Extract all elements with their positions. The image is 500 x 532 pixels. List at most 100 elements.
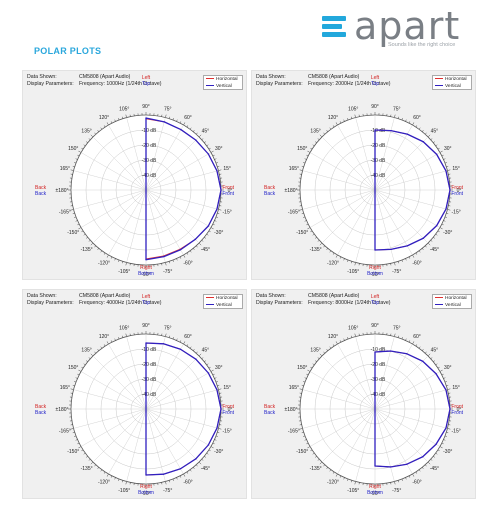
top-label-left: Left <box>371 294 380 300</box>
angle-label: -90° <box>141 491 150 497</box>
polar-tick <box>437 230 440 233</box>
polar-tick <box>303 162 306 164</box>
polar-tick <box>444 435 447 437</box>
polar-tick <box>303 216 306 218</box>
polar-tick <box>447 169 451 171</box>
polar-tick <box>77 223 80 226</box>
angle-label: 60° <box>413 115 421 121</box>
angle-label: 15° <box>223 166 231 172</box>
polar-tick <box>172 259 174 262</box>
angle-label: -150° <box>296 449 308 455</box>
display-params-value: Frequency: 4000Hz (1/24th Octave) <box>79 299 162 306</box>
polar-tick <box>110 475 113 478</box>
bottom-label-bottom: Bottom <box>367 490 383 496</box>
polar-spoke <box>302 189 376 210</box>
polar-point <box>406 133 408 135</box>
polar-point <box>422 141 424 143</box>
polar-tick <box>179 475 182 478</box>
polar-tick <box>430 357 433 360</box>
polar-tick <box>215 381 218 383</box>
bottom-label-bottom: Bottom <box>138 271 154 277</box>
polar-spoke <box>108 124 147 191</box>
polar-spoke <box>337 408 376 475</box>
polar-tick <box>86 360 88 362</box>
polar-tick <box>443 439 446 441</box>
polar-point <box>389 350 392 352</box>
bottom-label-bottom: Bottom <box>138 490 154 496</box>
polar-tick <box>307 446 311 449</box>
angle-label: -135° <box>310 466 322 472</box>
polar-tick <box>319 134 323 138</box>
polar-tick <box>335 254 338 258</box>
polar-tick <box>299 209 303 211</box>
polar-tick <box>424 464 427 467</box>
data-shown-label: Data Shown: <box>27 293 57 299</box>
side-label-front-h: Front <box>451 404 463 410</box>
polar-chart: 90° 75° 60° 45° 30° 15° 0° -15° -30° -45° -60° -75°… <box>35 75 235 278</box>
polar-point <box>436 225 438 227</box>
polar-tick <box>418 250 421 253</box>
bottom-label-right: Right <box>140 265 152 271</box>
polar-tick <box>306 223 309 226</box>
polar-tick <box>408 475 411 478</box>
polar-point <box>449 189 451 191</box>
polar-point <box>207 372 209 374</box>
polar-tick <box>201 357 204 360</box>
polar-spoke <box>92 136 147 191</box>
polar-tick <box>335 341 338 345</box>
polar-tick <box>397 116 400 119</box>
angle-label: -60° <box>412 480 421 486</box>
side-label-back-h: Back <box>264 185 276 191</box>
polar-point <box>180 128 182 131</box>
polar-spoke <box>145 408 200 463</box>
angle-label: 90° <box>371 104 379 110</box>
polar-tick <box>90 353 94 357</box>
polar-point <box>445 389 447 391</box>
polar-spoke <box>337 124 376 191</box>
angle-label: -120° <box>327 261 339 267</box>
top-label-top: Top <box>371 81 379 87</box>
menu-bars-icon <box>322 16 346 38</box>
polar-tick <box>212 223 215 226</box>
polar-point <box>207 225 209 227</box>
angle-label: 60° <box>184 115 192 121</box>
polar-tick <box>217 431 220 434</box>
polar-tick <box>435 363 438 366</box>
polar-tick <box>304 158 307 160</box>
display-params-label: Display Parameters: <box>27 80 74 87</box>
polar-spoke <box>126 189 147 263</box>
polar-spoke <box>321 136 376 191</box>
polar-chart: 90° 75° 60° 45° 30° 15° 0° -15° -30° -45° -60° -75°… <box>264 294 464 497</box>
angle-label: -105° <box>118 269 130 275</box>
polar-tick <box>315 456 317 458</box>
polar-tick <box>214 439 217 441</box>
polar-point <box>406 245 408 247</box>
polar-tick <box>106 122 109 126</box>
polar-tick <box>100 346 103 349</box>
polar-tick <box>94 132 97 135</box>
polar-tick <box>339 475 342 478</box>
polar-spoke <box>126 117 147 191</box>
db-ring-label: -30 dB <box>371 158 386 164</box>
angle-label: ±180° <box>55 188 68 194</box>
polar-tick <box>75 377 78 379</box>
polar-point <box>445 208 447 210</box>
angle-label: 120° <box>99 115 109 121</box>
polar-tick <box>86 237 88 239</box>
polar-tick <box>100 469 103 472</box>
side-label-back-v: Back <box>35 410 47 416</box>
polar-tick <box>204 237 206 239</box>
polar-tick <box>172 478 174 481</box>
polar-tick <box>350 480 353 483</box>
polar-tick <box>212 442 215 445</box>
side-label-front-v: Front <box>451 410 463 416</box>
data-shown-value: CM5808 (Apart Audio) <box>308 293 360 299</box>
polar-tick <box>195 245 198 248</box>
polar-tick <box>415 252 418 255</box>
polar-tick <box>114 258 116 261</box>
polar-point <box>435 373 437 375</box>
polar-tick <box>447 209 451 211</box>
polar-tick <box>83 363 86 366</box>
polar-point <box>216 170 218 172</box>
polar-point <box>145 474 147 476</box>
